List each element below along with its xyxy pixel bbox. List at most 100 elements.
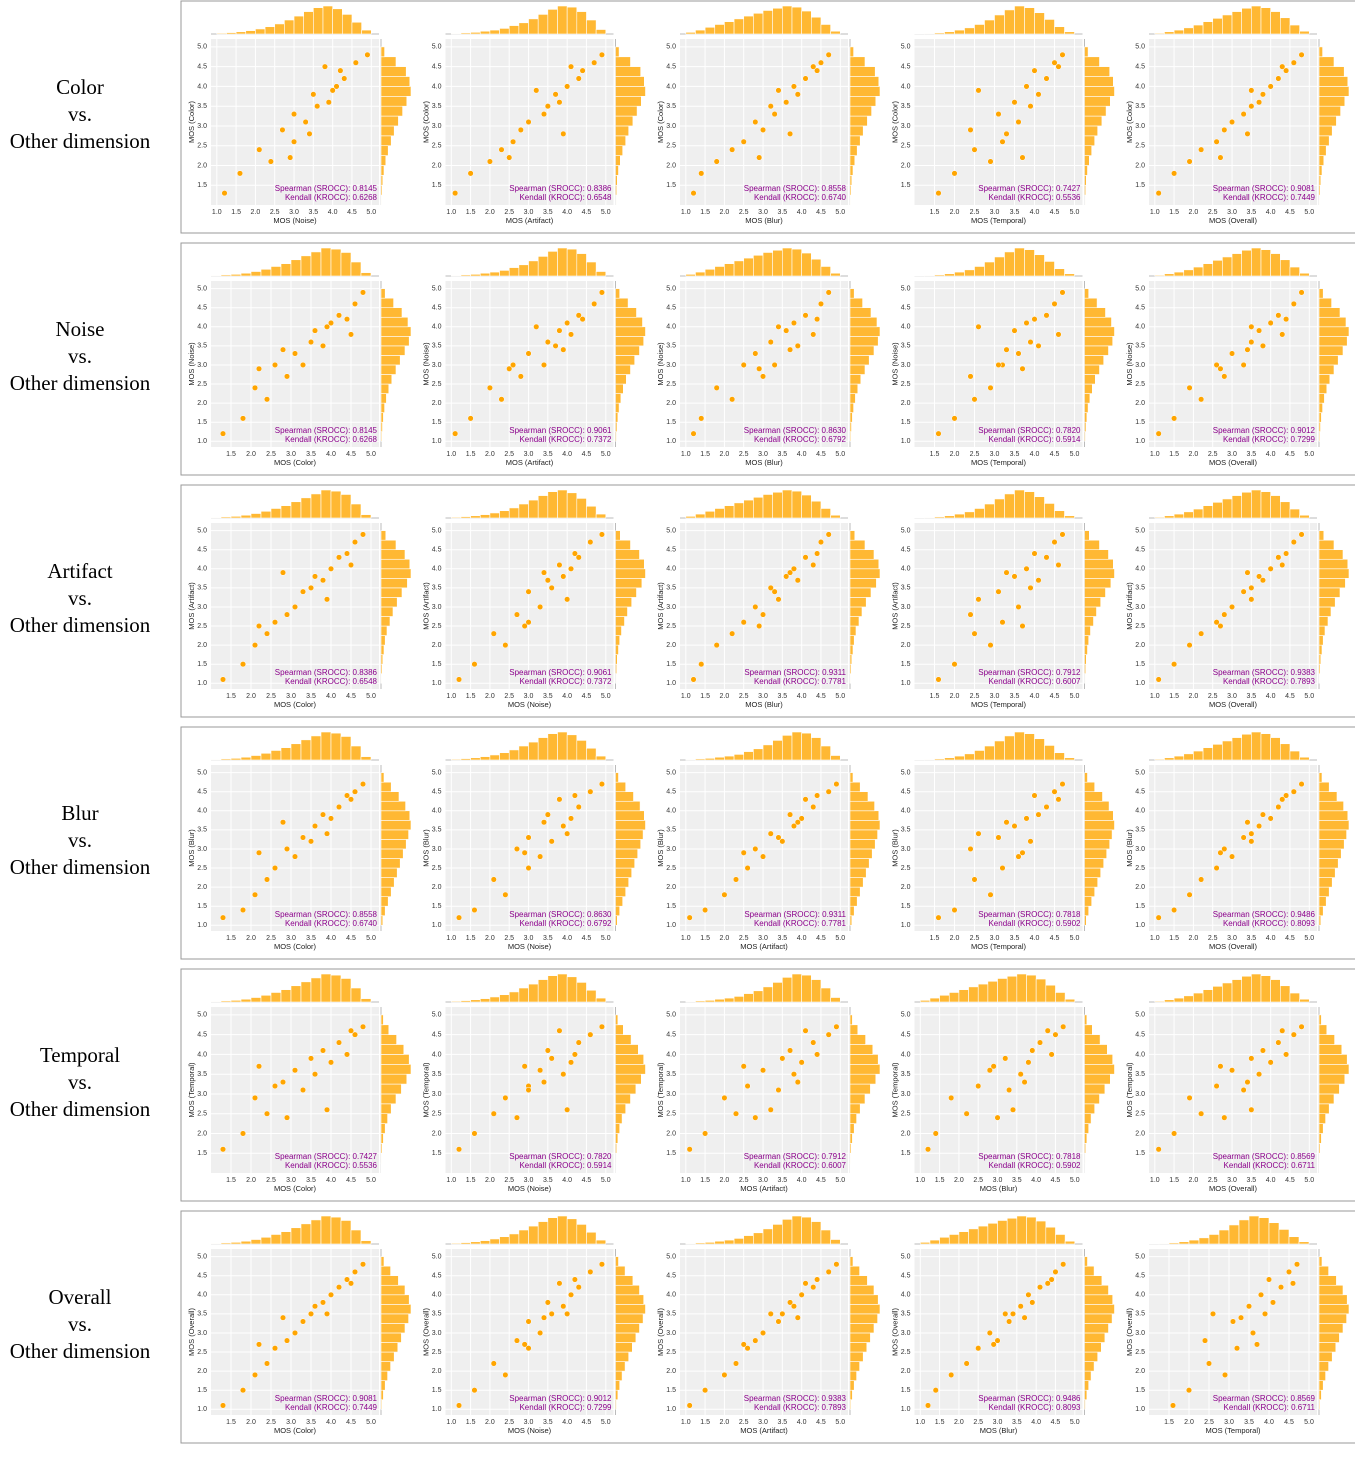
y-tick-label: 2.0 — [197, 162, 207, 169]
y-tick-label: 1.5 — [432, 903, 442, 910]
x-hist-bar — [310, 493, 322, 519]
y-tick-label: 2.0 — [197, 400, 207, 407]
x-hist-bar — [1260, 7, 1271, 35]
y-hist-bar — [615, 421, 618, 433]
x-tick-label: 1.5 — [930, 693, 940, 700]
x-tick-label: 1.5 — [466, 209, 476, 216]
y-tick-label: 4.5 — [901, 1032, 911, 1039]
x-tick-label: 5.0 — [1070, 1177, 1080, 1184]
y-tick-label: 1.5 — [901, 1387, 911, 1394]
y-axis-label: MOS (Overall) — [187, 1308, 196, 1356]
point — [1043, 803, 1050, 811]
x-tick-label: 3.5 — [1246, 1177, 1256, 1184]
y-tick-label: 5.0 — [432, 285, 442, 292]
y-hist-bar — [1084, 1054, 1114, 1065]
x-hist-bar — [1212, 260, 1223, 277]
point — [1298, 531, 1305, 538]
point — [1015, 118, 1022, 126]
y-tick-label: 3.5 — [901, 1311, 911, 1318]
x-hist-bar — [1024, 491, 1035, 519]
y-hist-bar — [1084, 781, 1095, 793]
x-hist-bar — [974, 266, 985, 277]
point — [1155, 190, 1162, 197]
y-hist-bar — [615, 383, 624, 394]
annotation: Spearman (SROCC): 0.9061 — [509, 426, 612, 435]
point — [1048, 1276, 1055, 1283]
point — [587, 539, 594, 546]
y-hist-bar — [1318, 316, 1347, 328]
annotation: Spearman (SROCC): 0.8569 — [1213, 1394, 1316, 1403]
row-frame — [180, 242, 1355, 476]
y-hist-bar — [615, 1064, 646, 1075]
point — [279, 346, 287, 353]
y-hist-bar — [615, 1133, 619, 1144]
annotation: Kendall (KROCC): 0.5914 — [519, 1161, 612, 1170]
x-hist-bar — [782, 977, 793, 1003]
joint-plot: 1.0 1.5 2.0 2.5 3.0 3.5 4.0 4.5 5.01.01.52.02.53… — [890, 1215, 1115, 1435]
point — [291, 853, 299, 860]
x-tick-label: 1.5 — [1169, 209, 1179, 216]
point — [502, 891, 509, 898]
x-axis-label: MOS (Color) — [274, 942, 317, 951]
joint-plot: 1.0 1.5 2.0 2.5 3.0 3.5 4.0 4.5 5.01.52.02.53.03… — [890, 973, 1115, 1193]
x-tick-label: 5.0 — [1304, 209, 1314, 216]
point — [343, 550, 351, 557]
point — [702, 906, 709, 914]
y-hist-bar — [615, 848, 639, 859]
point — [1006, 1086, 1013, 1094]
point — [1051, 300, 1058, 307]
x-tick-label: 4.0 — [562, 1419, 572, 1426]
y-tick-label: 2.5 — [197, 623, 207, 630]
row-frame — [180, 0, 1355, 234]
y-hist-bar — [849, 345, 875, 356]
y-hist-bar — [1084, 867, 1102, 878]
point — [540, 361, 548, 369]
y-hist-bar — [380, 1342, 399, 1353]
x-hist-bar — [557, 489, 568, 519]
point — [510, 138, 517, 145]
x-hist-bar — [1212, 18, 1223, 35]
y-hist-bar — [615, 105, 638, 117]
y-tick-label: 2.5 — [901, 1111, 911, 1118]
y-tick-label: 1.5 — [901, 182, 911, 189]
y-tick-label: 4.0 — [901, 324, 911, 331]
y-tick-label: 4.5 — [901, 547, 911, 554]
x-hist-bar — [310, 735, 322, 761]
point — [263, 1110, 271, 1117]
x-hist-bar — [1006, 1217, 1018, 1245]
point — [1023, 815, 1030, 822]
plot-background — [680, 523, 848, 689]
point — [1186, 384, 1193, 391]
y-hist-bar — [380, 635, 386, 646]
y-hist-bar — [1084, 1034, 1101, 1045]
point — [740, 361, 747, 369]
y-hist-bar — [615, 1103, 626, 1115]
x-hist-bar — [753, 1232, 764, 1245]
annotation: Spearman (SROCC): 0.8558 — [275, 910, 378, 919]
point — [307, 1055, 315, 1062]
point — [779, 1055, 786, 1062]
point — [1003, 569, 1010, 576]
point — [1259, 91, 1266, 98]
point — [311, 327, 319, 334]
x-hist-bar — [753, 990, 764, 1003]
y-axis-label: MOS (Color) — [421, 100, 430, 143]
y-hist-bar — [1318, 568, 1350, 579]
x-hist-bar — [350, 745, 362, 761]
x-hist-bar — [685, 274, 696, 277]
x-hist-bar — [782, 489, 793, 519]
x-tick-label: 1.5 — [930, 209, 940, 216]
x-tick-label: 1.0 — [446, 451, 456, 458]
y-hist-bar — [615, 115, 634, 127]
y-hist-bar — [1084, 155, 1090, 166]
x-hist-bar — [714, 998, 725, 1003]
y-hist-bar — [1318, 383, 1328, 394]
y-hist-bar — [849, 848, 873, 859]
row-label: Color — [56, 75, 104, 99]
x-hist-bar — [704, 1000, 716, 1003]
x-hist-bar — [1270, 737, 1281, 761]
y-hist-bar — [380, 886, 392, 897]
x-tick-label: 4.5 — [1050, 209, 1060, 216]
y-hist-bar — [380, 1093, 397, 1105]
x-hist-bar — [1055, 992, 1066, 1003]
